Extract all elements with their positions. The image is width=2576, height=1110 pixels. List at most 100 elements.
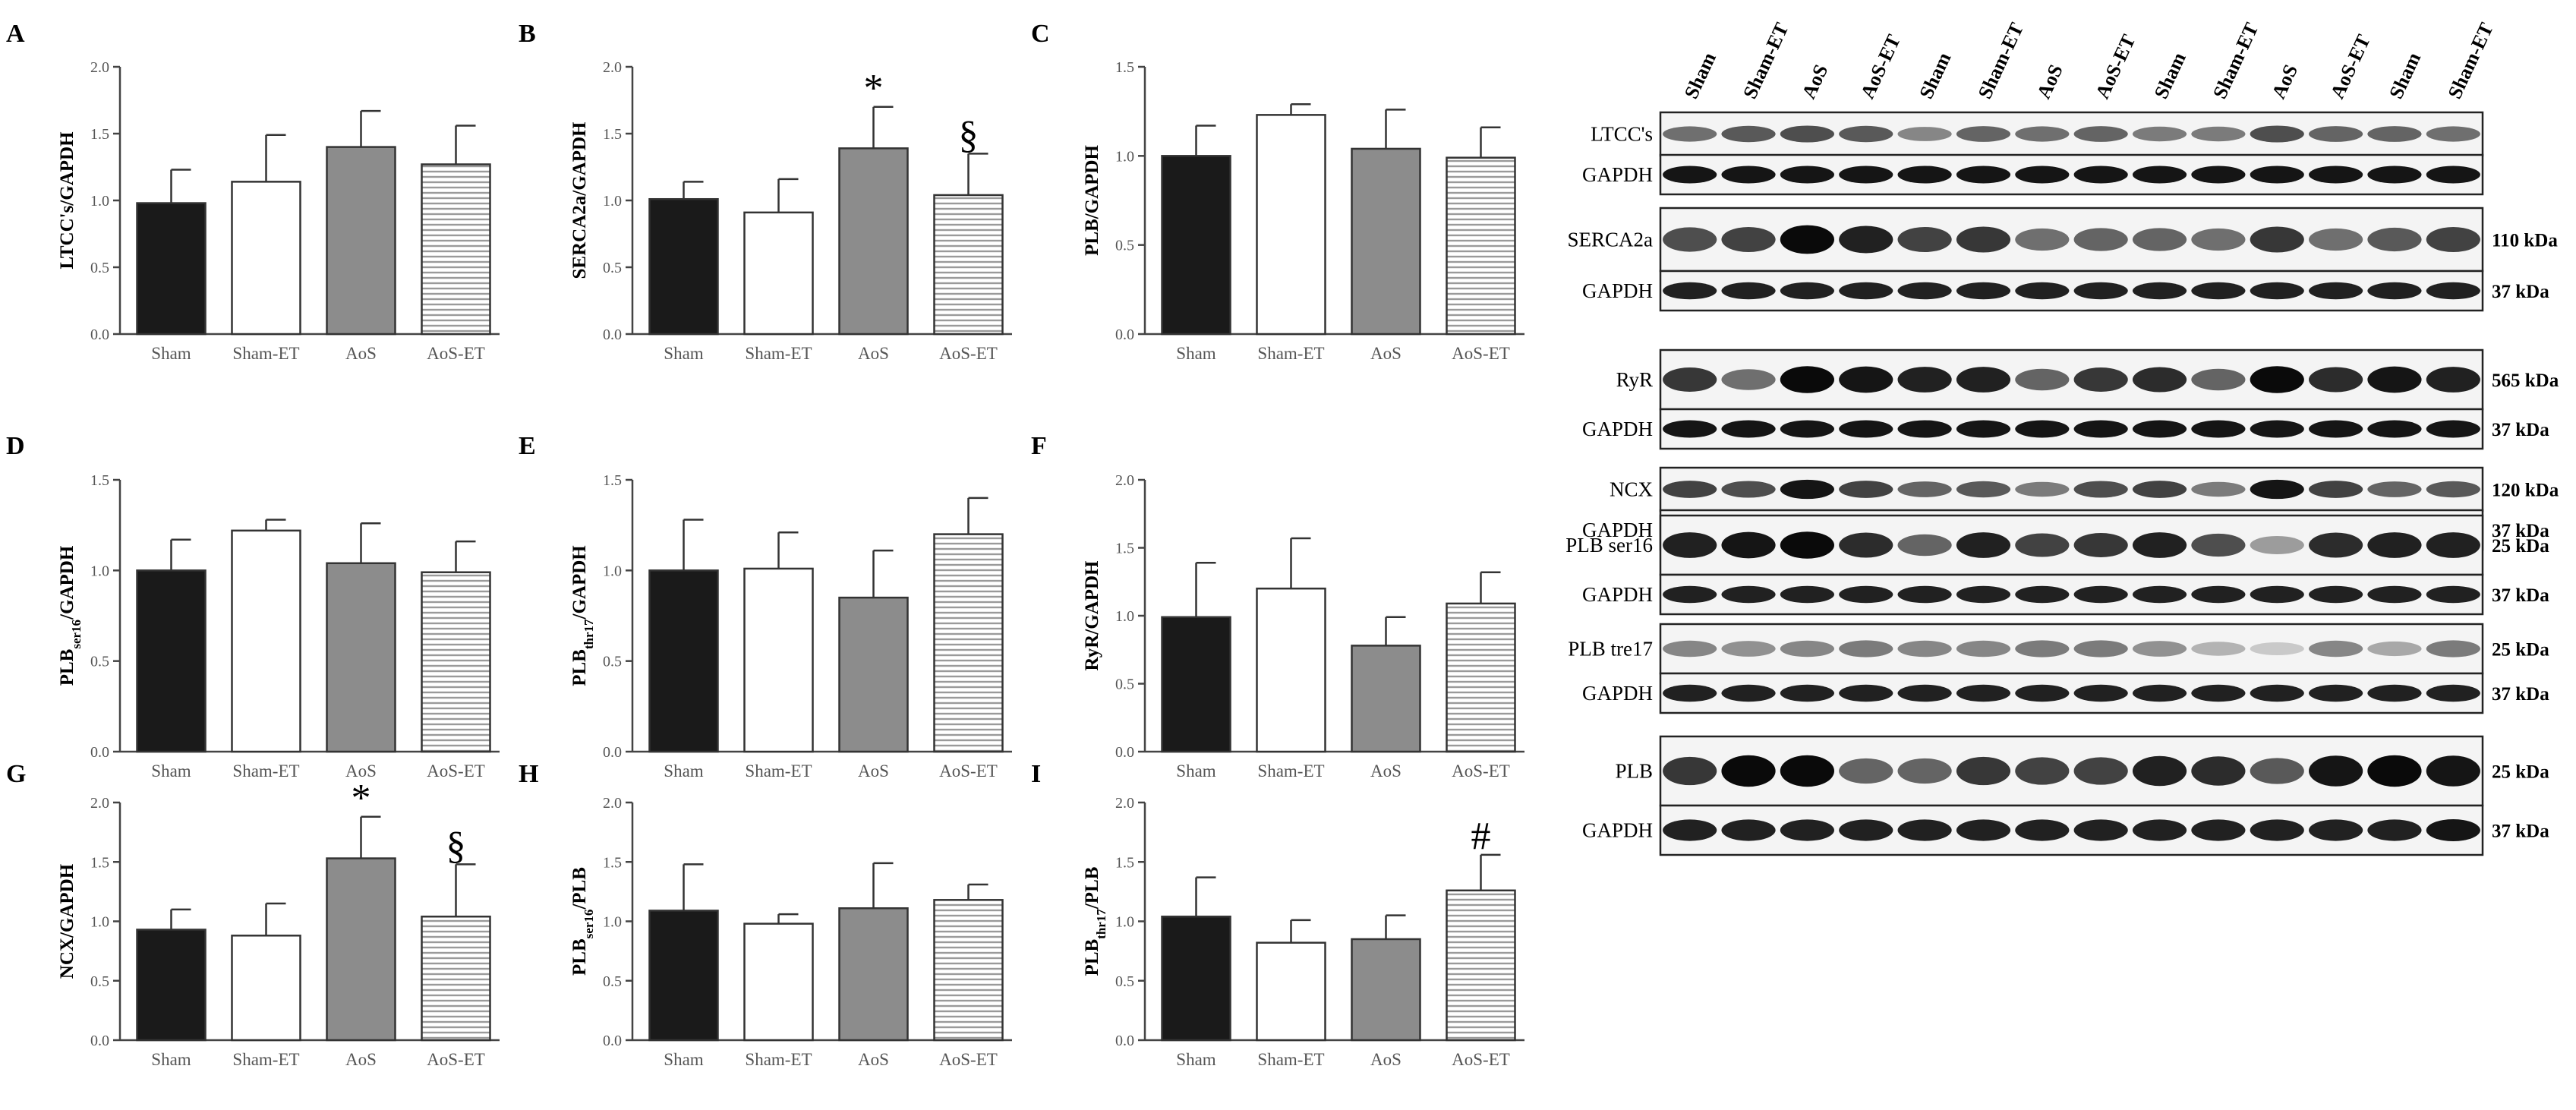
y-tick-label: 1.5: [90, 854, 109, 871]
chart-panel-H: H 0.0 0.5 1.0 1.5 2.0 PLBser16/PLB Sham Sham-ET A…: [519, 760, 1012, 1069]
bar-Sham-ET: [743, 211, 814, 336]
y-tick-label: 2.0: [1115, 472, 1134, 489]
blot-band: [2426, 755, 2480, 787]
bar-AoS: [326, 857, 396, 1042]
blot-band: [2132, 755, 2187, 787]
y-tick-label: 2.0: [603, 59, 622, 76]
blot-band: [2015, 640, 2070, 657]
bar-Sham-ET: [231, 935, 301, 1042]
blot-band: [2426, 585, 2480, 604]
blot-band: [2073, 228, 2128, 251]
y-axis-label: RyR/GAPDH: [1082, 560, 1102, 671]
significance-marker: #: [1471, 815, 1491, 858]
y-tick-label: 1.0: [603, 193, 622, 210]
bar-AoS-ET: [1446, 889, 1516, 1042]
y-tick-label: 1.5: [1115, 541, 1134, 557]
blot-group: PLB tre17 25 kDa GAPDH 37 kDa: [1568, 623, 2549, 714]
y-tick-label: 0.0: [603, 326, 622, 343]
x-tick-label: Sham-ET: [1257, 762, 1324, 780]
y-tick-label: 1.0: [90, 914, 109, 931]
blot-band: [2426, 367, 2480, 393]
blot-band: [1897, 758, 1952, 784]
y-tick-label: 0.5: [1115, 973, 1134, 990]
blot-band: [2250, 585, 2304, 604]
blot-band: [2426, 166, 2480, 184]
blot-band: [2132, 819, 2187, 841]
blot-band: [1780, 225, 1834, 254]
bar-Sham-ET: [1256, 941, 1326, 1042]
bar-AoS: [1351, 147, 1421, 336]
blot-band: [2250, 642, 2304, 656]
blot-band: [2309, 367, 2363, 393]
blot-band: [2309, 585, 2363, 604]
lane-label: AoS-ET: [2091, 31, 2139, 102]
blot-band: [1956, 640, 2011, 657]
blot-band: [1721, 819, 1776, 841]
bar-Sham: [1161, 616, 1231, 753]
blot-band: [2073, 420, 2128, 438]
chart-panel-D: D 0.0 0.5 1.0 1.5 PLBser16/GAPDH Sham Sham-ET Ao…: [6, 432, 500, 780]
blot-band: [2015, 684, 2070, 702]
bar-AoS-ET: [933, 533, 1004, 753]
blot-band: [1663, 532, 1717, 558]
blot-band: [1839, 225, 1893, 254]
blot-band: [2073, 532, 2128, 558]
blot-band: [1839, 420, 1893, 438]
blot-band: [1956, 166, 2011, 184]
blot-band: [1721, 755, 1776, 787]
protein-label: RyR: [1616, 368, 1653, 391]
blot-band: [2132, 481, 2187, 498]
blot-band: [2309, 420, 2363, 438]
molecular-weight-label: 110 kDa: [2492, 231, 2558, 251]
blot-band: [2426, 819, 2480, 841]
x-tick-label: AoS: [345, 344, 377, 363]
blot-band: [2073, 684, 2128, 702]
y-tick-label: 1.0: [90, 563, 109, 579]
blot-band: [1839, 481, 1893, 498]
lane-label: Sham-ET: [2443, 19, 2497, 102]
x-tick-label: Sham-ET: [232, 344, 299, 363]
y-tick-label: 0.0: [90, 1033, 109, 1049]
bar-AoS-ET: [421, 915, 491, 1042]
blot-band: [1780, 684, 1834, 702]
x-tick-label: AoS: [1370, 344, 1402, 363]
blot-band: [1839, 532, 1893, 558]
x-tick-label: Sham: [151, 344, 191, 363]
blot-band: [2309, 126, 2363, 142]
blot-band: [1663, 126, 1717, 142]
y-tick-label: 1.0: [1115, 914, 1134, 931]
lane-label: AoS: [2032, 61, 2067, 102]
molecular-weight-label: 25 kDa: [2492, 536, 2549, 557]
blot-band: [2367, 420, 2422, 438]
y-axis-label: PLBser16/GAPDH: [57, 545, 84, 686]
protein-label: PLB tre17: [1568, 638, 1653, 661]
y-tick-label: 0.5: [603, 260, 622, 276]
blot-band: [1956, 367, 2011, 393]
blot-band: [2426, 226, 2480, 253]
panel-letter: H: [519, 760, 538, 788]
molecular-weight-label: 37 kDa: [2492, 420, 2549, 440]
blot-band: [2191, 533, 2246, 557]
y-tick-label: 0.0: [603, 1033, 622, 1049]
blot-band: [1839, 125, 1893, 143]
bar-Sham: [648, 197, 719, 336]
blot-band: [1956, 756, 2011, 786]
blot-band: [2073, 585, 2128, 604]
x-tick-label: Sham-ET: [745, 344, 812, 363]
y-tick-label: 0.0: [90, 326, 109, 343]
blot-band: [2309, 640, 2363, 657]
blot-band: [2073, 166, 2128, 184]
protein-label: PLB: [1615, 760, 1653, 783]
blot-band: [1780, 531, 1834, 559]
y-tick-label: 1.5: [1115, 59, 1134, 76]
blot-band: [2132, 532, 2187, 558]
bar-AoS: [838, 147, 909, 336]
blot-band: [1721, 684, 1776, 702]
y-tick-label: 2.0: [90, 795, 109, 812]
bar-AoS: [326, 562, 396, 753]
y-tick-label: 1.0: [1115, 148, 1134, 165]
y-tick-label: 1.0: [603, 563, 622, 579]
protein-label: PLB ser16: [1565, 534, 1653, 557]
blot-band: [2132, 166, 2187, 184]
blot-band: [2426, 640, 2480, 657]
